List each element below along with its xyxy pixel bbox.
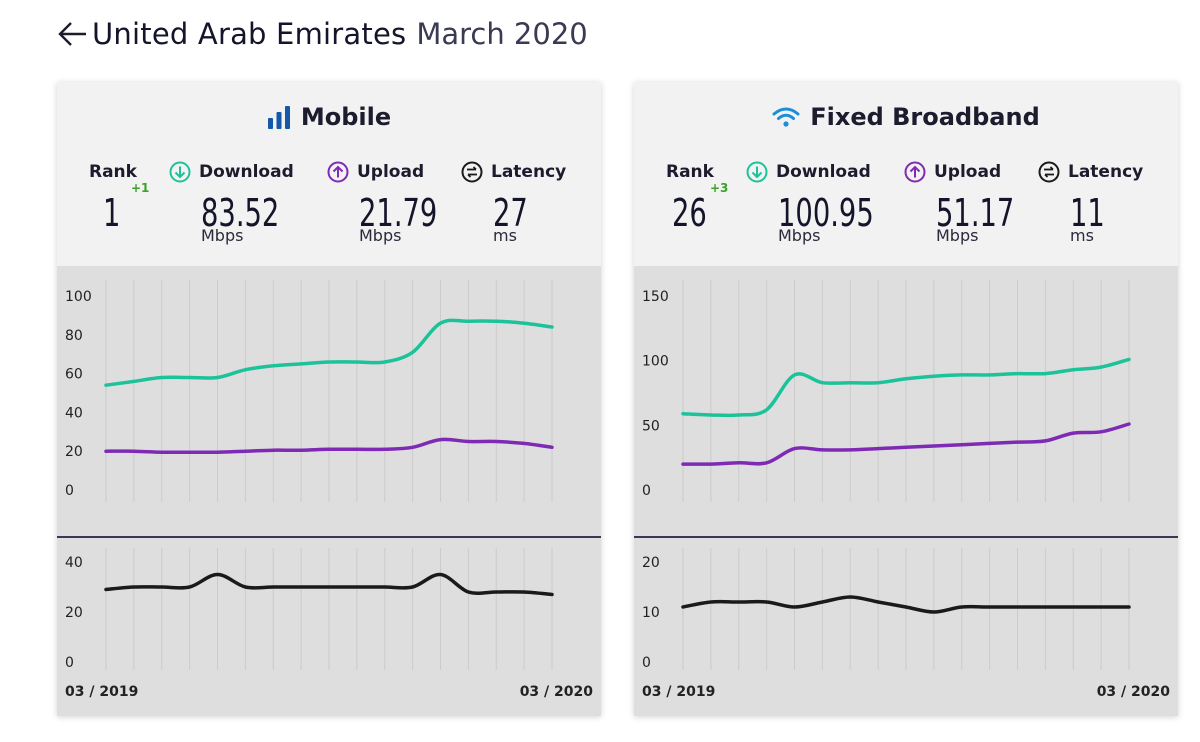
- upload-label: Upload: [357, 162, 425, 182]
- fixed-latency: Latency 11 ms: [1038, 158, 1143, 245]
- latency-value: 11: [1070, 191, 1105, 235]
- y-tick-label-speed: 150: [642, 289, 669, 305]
- y-tick-label-speed: 40: [65, 405, 83, 421]
- mobile-latency: Latency 27 ms: [461, 158, 566, 245]
- latency-unit: ms: [493, 226, 517, 245]
- fixed-upload: Upload 51.17 Mbps: [904, 158, 1045, 245]
- y-tick-label-speed: 0: [65, 483, 74, 499]
- grid-lines: [105, 280, 553, 670]
- mobile-rank: Rank 1: [89, 158, 137, 234]
- wifi-icon: [772, 107, 800, 127]
- mobile-download: Download 83.52 Mbps: [169, 158, 310, 245]
- arrow-left-icon[interactable]: [56, 20, 88, 48]
- mobile-summary: Mobile Rank 1 +1 Download 83.52 Mbps: [57, 82, 601, 266]
- download-label: Download: [776, 162, 871, 182]
- series-line-upload: [681, 422, 1131, 466]
- upload-label: Upload: [934, 162, 1002, 182]
- download-label: Download: [199, 162, 294, 182]
- upload-icon: [904, 161, 926, 183]
- latency-value: 27: [493, 191, 528, 235]
- y-tick-label-speed: 60: [65, 367, 83, 383]
- y-tick-label-speed: 20: [65, 444, 83, 460]
- rank-change-badge: +3: [710, 181, 729, 195]
- y-tick-label-latency: 0: [642, 655, 651, 671]
- download-unit: Mbps: [201, 226, 244, 245]
- page-title-date: March 2020: [416, 17, 588, 51]
- mobile-title-text: Mobile: [300, 103, 392, 131]
- page-header: United Arab Emirates March 2020: [56, 12, 588, 56]
- rank-value: 26: [672, 191, 707, 235]
- latency-label: Latency: [1068, 162, 1144, 182]
- upload-value: 51.17: [936, 191, 1015, 235]
- series-line-download: [681, 357, 1131, 418]
- mobile-panel: Mobile Rank 1 +1 Download 83.52 Mbps: [57, 82, 601, 716]
- y-tick-label-latency: 40: [65, 555, 83, 571]
- download-icon: [169, 161, 191, 183]
- upload-unit: Mbps: [359, 226, 402, 245]
- grid-lines: [682, 280, 1130, 670]
- x-tick-label-start: 03 / 2019: [642, 684, 715, 700]
- fixed-download: Download 100.95 Mbps: [746, 158, 911, 245]
- y-tick-label-latency: 20: [65, 605, 83, 621]
- fixed-broadband-panel: Fixed Broadband Rank 26 +3 Download 100.…: [634, 82, 1178, 716]
- x-tick-label-end: 03 / 2020: [520, 684, 594, 700]
- series-line-latency: [104, 572, 554, 597]
- fixed-title: Fixed Broadband: [634, 100, 1178, 134]
- rank-label: Rank: [666, 162, 714, 182]
- download-icon: [746, 161, 768, 183]
- chart-divider: [57, 536, 601, 538]
- y-tick-label-latency: 10: [642, 605, 660, 621]
- chart-divider: [634, 536, 1178, 538]
- download-unit: Mbps: [778, 226, 821, 245]
- upload-unit: Mbps: [936, 226, 979, 245]
- mobile-chart: 0 20 40 60 80 100 0 20 40 03 / 2019 03 / 2020: [65, 280, 594, 700]
- upload-icon: [327, 161, 349, 183]
- download-value: 100.95: [778, 191, 874, 235]
- y-tick-label-latency: 0: [65, 655, 74, 671]
- upload-value: 21.79: [359, 191, 438, 235]
- rank-change-badge: +1: [131, 181, 150, 195]
- y-tick-label-speed: 0: [642, 483, 651, 499]
- y-tick-label-speed: 100: [642, 354, 669, 370]
- latency-unit: ms: [1070, 226, 1094, 245]
- y-tick-label-speed: 100: [65, 289, 92, 305]
- fixed-broadband-chart: 0 50 100 150 0 10 20 03 / 2019 03 / 2020: [642, 280, 1171, 700]
- rank-label: Rank: [89, 162, 137, 182]
- y-tick-label-latency: 20: [642, 555, 660, 571]
- series-line-upload: [104, 437, 554, 454]
- mobile-title: Mobile: [57, 100, 601, 134]
- mobile-upload: Upload 21.79 Mbps: [327, 158, 468, 245]
- latency-icon: [1038, 161, 1060, 183]
- signal-bars-icon: [267, 106, 290, 129]
- download-value: 83.52: [201, 191, 280, 235]
- fixed-title-text: Fixed Broadband: [810, 103, 1040, 131]
- series-line-download: [104, 318, 554, 387]
- series-line-latency: [681, 595, 1131, 614]
- fixed-summary: Fixed Broadband Rank 26 +3 Download 100.…: [634, 82, 1178, 266]
- x-tick-label-start: 03 / 2019: [65, 684, 138, 700]
- latency-icon: [461, 161, 483, 183]
- fixed-rank: Rank 26: [666, 158, 720, 234]
- y-tick-label-speed: 50: [642, 418, 660, 434]
- page-title-country: United Arab Emirates: [92, 17, 407, 51]
- y-tick-label-speed: 80: [65, 328, 83, 344]
- latency-label: Latency: [491, 162, 567, 182]
- rank-value: 1: [103, 191, 121, 235]
- x-tick-label-end: 03 / 2020: [1097, 684, 1171, 700]
